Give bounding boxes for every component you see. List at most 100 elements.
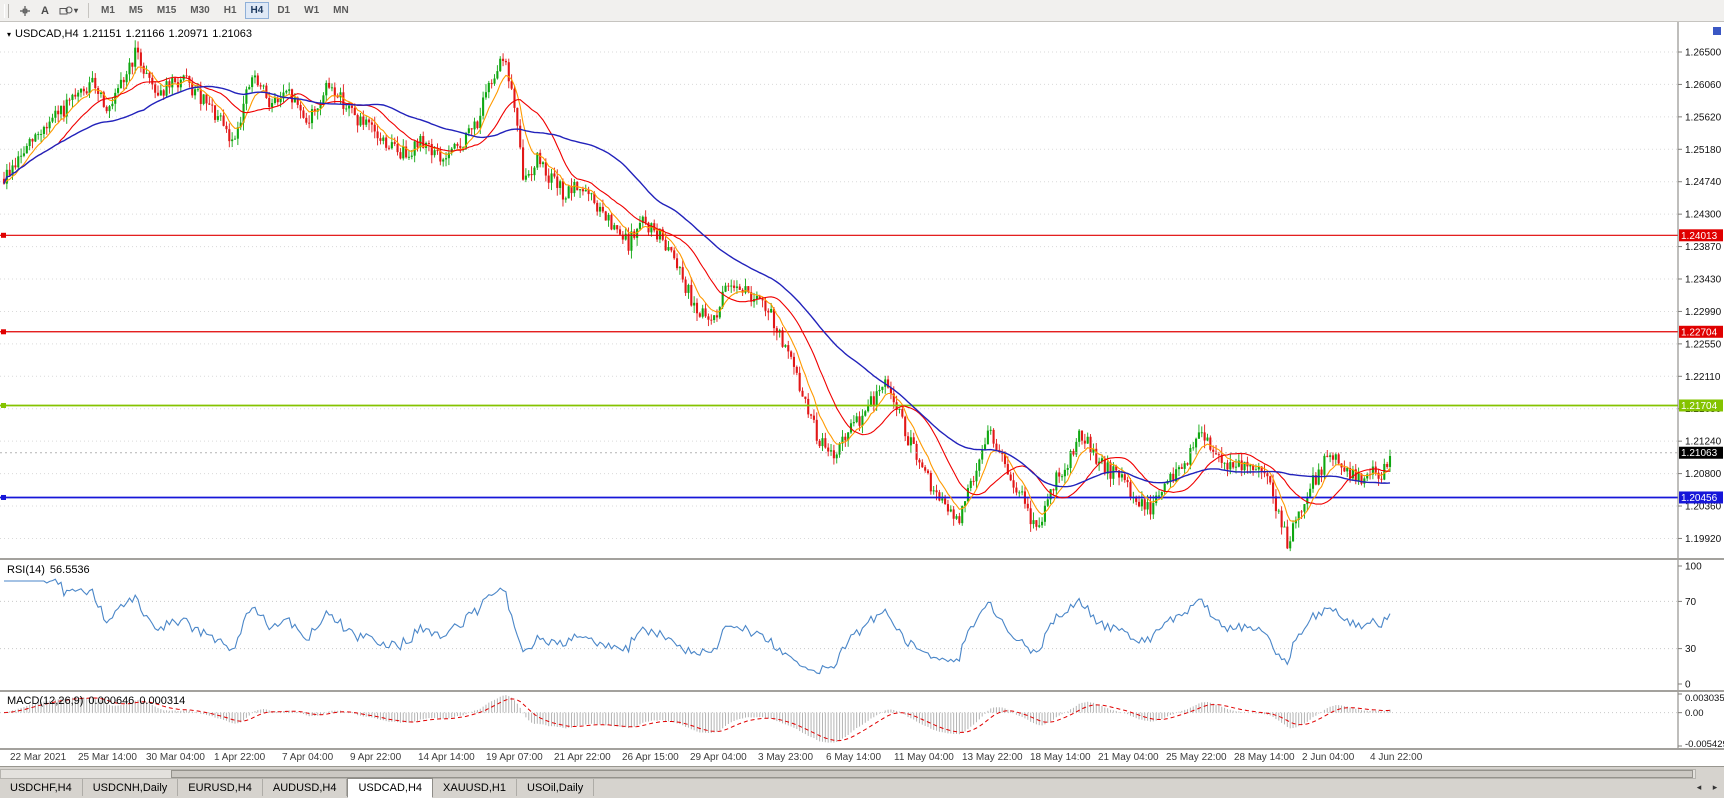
close-value: 1.21063 bbox=[212, 28, 253, 40]
candle bbox=[904, 416, 907, 437]
candle bbox=[268, 97, 271, 108]
dropdown-caret-icon: ▾ bbox=[74, 6, 79, 15]
candle bbox=[958, 516, 961, 524]
candle bbox=[724, 285, 727, 292]
candle bbox=[598, 206, 602, 212]
candle bbox=[921, 462, 924, 468]
tabs-scroll-left-button[interactable]: ◂ bbox=[1696, 781, 1702, 792]
text-tool-label: A bbox=[41, 4, 49, 17]
candle bbox=[91, 77, 94, 83]
timeframe-button-w1[interactable]: W1 bbox=[298, 2, 325, 19]
candle bbox=[618, 229, 622, 235]
candle bbox=[219, 115, 222, 117]
candle bbox=[1098, 461, 1101, 464]
timeframe-button-h4[interactable]: H4 bbox=[244, 2, 270, 19]
candle bbox=[1032, 520, 1035, 525]
macd-histogram bbox=[6, 695, 1391, 743]
candle bbox=[490, 82, 493, 84]
crosshair-icon bbox=[20, 5, 30, 16]
tabs-scroll-right-button[interactable]: ▸ bbox=[1712, 781, 1718, 792]
chart-tab-audusd-h4[interactable]: AUDUSD,H4 bbox=[263, 779, 348, 796]
timeframe-button-m15[interactable]: M15 bbox=[151, 2, 182, 19]
timeframe-toolbar: M1 M5 M15 M30 H1 H4 D1 W1 MN bbox=[95, 2, 355, 19]
candle bbox=[1388, 456, 1392, 467]
candle bbox=[547, 175, 550, 183]
candle bbox=[439, 150, 442, 162]
candle bbox=[707, 316, 710, 320]
candle bbox=[1058, 472, 1061, 477]
price-level-badge bbox=[1679, 399, 1723, 412]
timeframe-button-mn[interactable]: MN bbox=[327, 2, 355, 19]
macd-indicator-label: MACD(12,26,9) 0.000646 0.000314 bbox=[7, 695, 190, 707]
candle bbox=[1283, 526, 1286, 528]
candle bbox=[208, 103, 211, 105]
candle bbox=[131, 62, 134, 67]
pane-separator[interactable] bbox=[0, 690, 1724, 692]
candle bbox=[658, 229, 661, 240]
chart-tab-usoil-daily[interactable]: USOil,Daily bbox=[517, 779, 595, 796]
shapes-tool-button[interactable]: ▾ bbox=[55, 2, 82, 20]
chart-tab-usdcnh-daily[interactable]: USDCNH,Daily bbox=[83, 779, 179, 796]
chart-tab-xauusd-h1[interactable]: XAUUSD,H1 bbox=[433, 779, 517, 796]
candle bbox=[1055, 472, 1058, 491]
candle bbox=[952, 509, 955, 519]
candle bbox=[1303, 504, 1306, 512]
candle bbox=[28, 139, 31, 146]
chart-tab-usdchf-h4[interactable]: USDCHF,H4 bbox=[0, 779, 83, 796]
candle bbox=[1129, 482, 1132, 498]
timeframe-button-m1[interactable]: M1 bbox=[95, 2, 121, 19]
level-line-anchor bbox=[1, 329, 6, 335]
price-level-badge-text: 1.24013 bbox=[1681, 231, 1718, 242]
candle bbox=[1155, 495, 1158, 504]
candle bbox=[162, 90, 165, 96]
timeframe-button-d1[interactable]: D1 bbox=[271, 2, 296, 19]
text-tool-button[interactable]: A bbox=[35, 2, 55, 20]
time-axis-label: 30 Mar 04:00 bbox=[146, 752, 205, 763]
chart-area: 1.26500 1.26060 1.25620 1.25180 1.24740 1.243… bbox=[0, 22, 1724, 766]
chart-tabs-bar: USDCHF,H4 USDCNH,Daily EURUSD,H4 AUDUSD,H4 U… bbox=[0, 778, 595, 798]
chart-tab-eurusd-h4[interactable]: EURUSD,H4 bbox=[178, 779, 263, 796]
candle bbox=[251, 77, 254, 88]
candle bbox=[1280, 510, 1283, 528]
candle bbox=[536, 152, 539, 168]
candle bbox=[222, 115, 225, 126]
crosshair-tool-button[interactable] bbox=[15, 2, 35, 20]
candle bbox=[205, 94, 208, 104]
candle bbox=[20, 155, 23, 157]
candle bbox=[838, 443, 841, 455]
candle bbox=[638, 223, 642, 229]
candle bbox=[1309, 488, 1312, 498]
macd-pane[interactable]: 0.003035 0.00 -0.005429 bbox=[0, 692, 1724, 748]
candle bbox=[387, 147, 391, 149]
symbol-dropdown-icon[interactable]: ▾ bbox=[7, 30, 12, 39]
candle bbox=[1035, 520, 1038, 527]
candle bbox=[1254, 469, 1258, 471]
candle bbox=[847, 432, 850, 441]
horizontal-scrollbar[interactable] bbox=[0, 769, 1696, 779]
candle bbox=[390, 142, 393, 149]
time-axis-label: 25 Mar 14:00 bbox=[78, 752, 137, 763]
scrollbar-thumb[interactable] bbox=[171, 770, 1693, 778]
candle bbox=[419, 136, 422, 148]
chart-tab-usdcad-h4[interactable]: USDCAD,H4 bbox=[347, 778, 434, 798]
candle bbox=[62, 105, 65, 117]
candle bbox=[1169, 473, 1172, 481]
candle bbox=[961, 505, 964, 524]
candle bbox=[1237, 460, 1240, 467]
timeframe-button-h1[interactable]: H1 bbox=[218, 2, 243, 19]
timeframe-button-m5[interactable]: M5 bbox=[123, 2, 149, 19]
time-axis-label: 26 Apr 15:00 bbox=[622, 752, 679, 763]
candle bbox=[1100, 458, 1104, 462]
candle bbox=[447, 152, 450, 159]
toolbar-grip[interactable] bbox=[4, 3, 9, 18]
candle bbox=[932, 490, 935, 492]
candle bbox=[835, 454, 838, 459]
timeframe-button-m30[interactable]: M30 bbox=[184, 2, 215, 19]
candle bbox=[479, 115, 482, 129]
candle bbox=[168, 81, 171, 88]
candle bbox=[1326, 455, 1329, 457]
rsi-pane[interactable]: 100 70 30 0 bbox=[0, 560, 1724, 690]
pane-separator[interactable] bbox=[0, 558, 1724, 560]
main-price-pane[interactable]: 1.26500 1.26060 1.25620 1.25180 1.24740 1.243… bbox=[0, 22, 1724, 558]
candle bbox=[336, 96, 339, 98]
